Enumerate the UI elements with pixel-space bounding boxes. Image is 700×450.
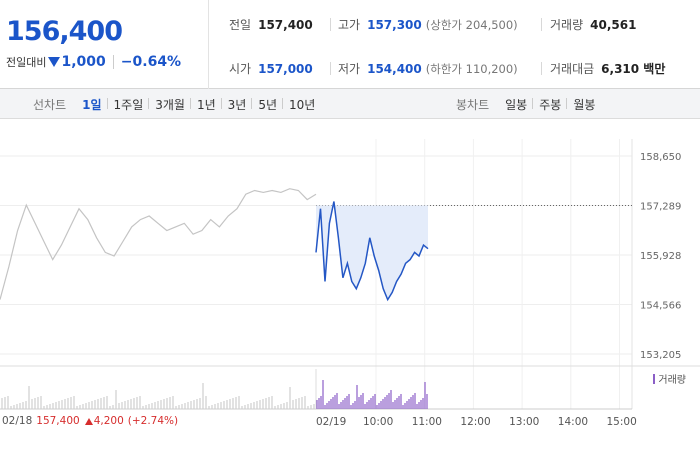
candle-chart-tabs: 봉차트 일봉 주봉 월봉 — [456, 89, 601, 119]
tab-1year[interactable]: 1년 — [189, 96, 222, 113]
prev-day-close: 157,400 — [36, 415, 80, 427]
y-tick-label: 157,289 — [640, 201, 681, 212]
x-tick-label: 10:00 — [363, 416, 393, 428]
change-amount: 1,000 — [61, 54, 106, 70]
tab-3year[interactable]: 3년 — [220, 96, 253, 113]
up-arrow-icon — [84, 417, 93, 425]
y-tick-label: 154,566 — [640, 301, 681, 312]
x-tick-label: 14:00 — [558, 416, 588, 428]
tab-daily-candle[interactable]: 일봉 — [505, 97, 528, 112]
y-tick-label: 158,650 — [640, 152, 681, 163]
stat-open: 시가 157,000 — [229, 62, 313, 76]
prev-day-series-line — [0, 188, 317, 300]
volume-legend: 거래량 — [653, 371, 686, 386]
change-label: 전일대비 — [6, 56, 47, 69]
stat-amount: 거래대금 6,310 백만 — [550, 62, 666, 76]
current-price: 156,400 — [6, 16, 123, 47]
divider — [541, 18, 542, 31]
divider — [541, 62, 542, 75]
stat-high: 고가 157,300 (상한가 204,500) — [338, 18, 518, 32]
stat-prev-close: 전일 157,400 — [229, 18, 313, 32]
y-tick-label: 153,205 — [640, 350, 681, 361]
tab-1week[interactable]: 1주일 — [106, 96, 150, 113]
x-tick-label: 11:00 — [412, 416, 442, 428]
down-arrow-icon — [48, 57, 61, 67]
tab-monthly-candle[interactable]: 월봉 — [566, 96, 601, 113]
tab-5year[interactable]: 5년 — [251, 96, 283, 113]
change-percent: −0.64% — [120, 54, 182, 70]
prev-day-change: 4,200 — [93, 415, 124, 427]
price-box: 156,400 전일대비 1,000 −0.64% — [0, 0, 209, 89]
divider — [330, 18, 331, 31]
tab-1day[interactable]: 1일 — [82, 97, 102, 112]
x-tick-label: 12:00 — [460, 416, 490, 428]
prev-day-info: 02/18 157,400 4,200 (+2.74%) — [2, 415, 178, 427]
prev-day-change-pct: (+2.74%) — [127, 415, 179, 427]
stat-low: 저가 154,400 (하한가 110,200) — [338, 62, 518, 76]
divider — [112, 55, 114, 69]
tab-10year[interactable]: 10년 — [282, 96, 321, 113]
price-summary: 156,400 전일대비 1,000 −0.64% 전일 157,400 고가 … — [0, 0, 700, 89]
x-tick-label: 13:00 — [509, 416, 539, 428]
y-tick-label: 155,928 — [640, 251, 681, 262]
stat-volume: 거래량 40,561 — [550, 18, 637, 32]
volume-legend-swatch — [653, 373, 656, 384]
price-chart[interactable]: 158,650 157,289 155,928 154,566 153,205 02/19… — [0, 119, 700, 450]
line-chart-label: 선차트 — [33, 97, 67, 112]
today-fill-area — [316, 201, 428, 300]
x-tick-label: 02/19 — [316, 416, 346, 428]
candle-chart-label: 봉차트 — [456, 97, 490, 112]
x-tick-label: 15:00 — [607, 416, 637, 428]
tab-3month[interactable]: 3개월 — [148, 96, 191, 113]
price-chart-svg: 158,650 157,289 155,928 154,566 153,205 02/19… — [0, 139, 700, 428]
line-chart-tabs: 선차트 1일 1주일 3개월 1년 3년 5년 10년 — [33, 89, 321, 119]
chart-period-tabbar: 선차트 1일 1주일 3개월 1년 3년 5년 10년 봉차트 일봉 주봉 월봉 — [0, 89, 700, 119]
volume-legend-label: 거래량 — [658, 375, 686, 386]
change-row: 전일대비 1,000 −0.64% — [6, 54, 181, 70]
prev-day-date: 02/18 — [2, 415, 33, 427]
divider — [330, 62, 331, 75]
tab-weekly-candle[interactable]: 주봉 — [532, 96, 567, 113]
today-series-line — [315, 201, 429, 302]
